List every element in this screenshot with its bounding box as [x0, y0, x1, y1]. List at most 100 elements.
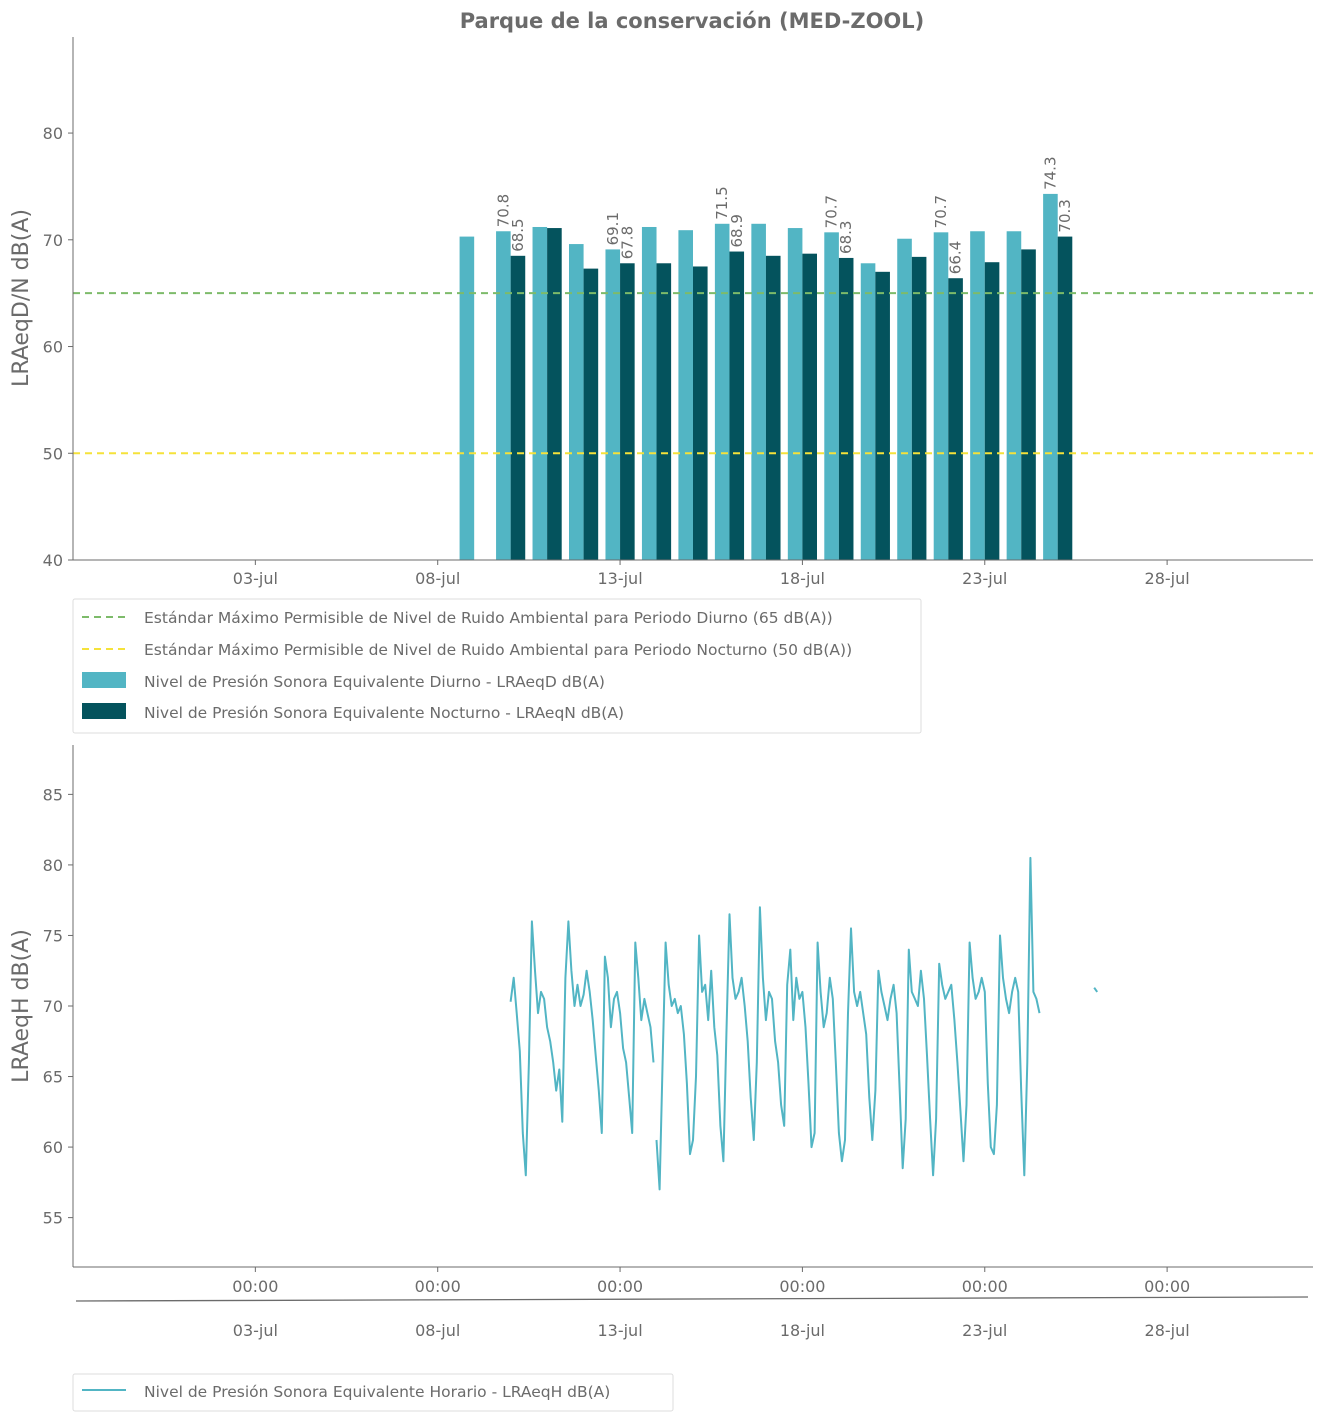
legend-hourly: Nivel de Presión Sonora Equivalente Hora…	[72, 1373, 674, 1412]
legend-swatch-day-level	[82, 672, 126, 688]
bar-day	[824, 232, 839, 560]
bar-day	[860, 263, 876, 560]
x-tick-label-time: 00:00	[415, 1277, 461, 1296]
x-tick-label-date: 23-jul	[962, 1321, 1007, 1340]
legend-label-night-limit: Estándar Máximo Permisible de Nivel de R…	[144, 641, 852, 659]
x-tick-label-date: 03-jul	[233, 1321, 278, 1340]
x-tick-label: 18-jul	[780, 569, 825, 588]
legend-frame	[72, 1373, 674, 1412]
bar-night	[583, 268, 599, 560]
bar-day	[678, 230, 693, 560]
bar-value-label: 70.7	[932, 195, 950, 228]
bar-day	[1006, 231, 1022, 560]
bar-value-label: 70.7	[823, 195, 841, 228]
x-tick-label-date: 18-jul	[780, 1321, 825, 1340]
bar-night	[1021, 249, 1036, 560]
legend-label-day-limit: Estándar Máximo Permisible de Nivel de R…	[144, 609, 833, 627]
legend-daily: Estándar Máximo Permisible de Nivel de R…	[72, 598, 922, 734]
bar-night	[948, 278, 963, 560]
x-tick-label-date: 13-jul	[597, 1321, 642, 1340]
y-axis-ticks: 40 50 60 70 80	[43, 124, 73, 570]
bar-night	[547, 228, 562, 560]
bar-night	[1057, 236, 1073, 560]
bar-night	[656, 263, 672, 560]
legend-label-night-level: Nivel de Presión Sonora Equivalente Noct…	[144, 704, 624, 722]
bar-night	[911, 256, 927, 560]
bar-day	[496, 231, 511, 560]
x-tick-label: 08-jul	[415, 569, 460, 588]
hourly-line-segment	[1093, 987, 1099, 993]
bar-night	[875, 271, 890, 560]
y-tick-label: 75	[43, 926, 63, 945]
bar-value-label: 69.1	[604, 212, 622, 245]
bar-day	[569, 244, 584, 560]
bar-value-label: 68.9	[728, 214, 746, 247]
bar-value-label: 70.3	[1056, 199, 1074, 232]
bar-value-label: 66.4	[947, 241, 965, 274]
bar-value-label: 68.3	[837, 221, 855, 254]
y-tick-label: 80	[43, 856, 63, 875]
y-axis-label: LRAeqH dB(A)	[9, 929, 34, 1083]
x-tick-label-time: 00:00	[597, 1277, 643, 1296]
bar-day	[714, 223, 730, 561]
secondary-x-axis-line	[75, 1296, 1309, 1302]
daily-bar-chart: 70.8 69.1 71.5 70.7 70.7 74.3 68.5 67.8 68.9 68.3…	[9, 37, 1313, 588]
x-tick-label: 13-jul	[597, 569, 642, 588]
y-tick-label: 70	[43, 997, 63, 1016]
bar-day	[933, 232, 949, 560]
bar-day	[787, 228, 803, 560]
x-tick-label-time: 00:00	[779, 1277, 825, 1296]
bar-day	[751, 223, 766, 561]
bar-series-group	[459, 193, 1073, 561]
bar-value-label: 74.3	[1041, 156, 1059, 189]
reference-lines	[73, 292, 1313, 455]
bar-value-labels: 70.8 69.1 71.5 70.7 70.7 74.3 68.5 67.8 68.9 68.3…	[494, 156, 1074, 274]
x-tick-label-time: 00:00	[962, 1277, 1008, 1296]
x-tick-label: 28-jul	[1145, 569, 1190, 588]
legend-swatch-night-level	[82, 703, 126, 719]
y-tick-label: 55	[43, 1209, 63, 1228]
bar-value-label: 68.5	[509, 218, 527, 251]
bar-night	[620, 263, 635, 560]
bar-night	[510, 255, 526, 560]
y-tick-label: 50	[43, 444, 63, 463]
x-axis-ticks: 00:00 03-jul 00:00 08-jul 00:00 13-jul 00:00 18…	[232, 1267, 1190, 1340]
bar-day	[459, 236, 475, 560]
y-tick-label: 80	[43, 124, 63, 143]
y-axis-label: LRAeqD/N dB(A)	[9, 209, 34, 387]
legend-label-day-level: Nivel de Presión Sonora Equivalente Diur…	[144, 673, 605, 691]
y-tick-label: 65	[43, 1068, 63, 1087]
legend-frame	[72, 598, 922, 734]
bar-day	[641, 226, 657, 560]
y-tick-label: 70	[43, 231, 63, 250]
legend-label-hourly-level: Nivel de Presión Sonora Equivalente Hora…	[144, 1383, 610, 1401]
hourly-line-segment	[655, 856, 1041, 1191]
y-axis-ticks: 55 60 65 70 75 80 85	[43, 785, 73, 1228]
y-tick-label: 60	[43, 338, 63, 357]
bar-night	[693, 266, 708, 560]
bar-day	[897, 238, 912, 560]
bar-day	[605, 249, 621, 560]
bar-day	[970, 231, 985, 560]
bar-night	[802, 253, 817, 560]
y-tick-label: 60	[43, 1138, 63, 1157]
bar-value-label: 70.8	[494, 194, 512, 227]
x-tick-label: 23-jul	[962, 569, 1007, 588]
bar-night	[838, 257, 854, 560]
bar-night	[729, 251, 745, 560]
x-tick-label-date: 08-jul	[415, 1321, 460, 1340]
bar-night	[765, 255, 781, 560]
y-tick-label: 40	[43, 551, 63, 570]
x-axis-ticks: 03-jul 08-jul 13-jul 18-jul 23-jul 28-jul	[233, 560, 1190, 588]
bar-day	[1043, 193, 1058, 560]
bar-value-label: 71.5	[713, 186, 731, 219]
bar-value-label: 67.8	[618, 226, 636, 259]
hourly-line-segment	[509, 920, 655, 1177]
y-tick-label: 85	[43, 785, 63, 804]
bar-day	[532, 226, 548, 560]
x-tick-label: 03-jul	[233, 569, 278, 588]
bar-night	[984, 262, 1000, 560]
x-tick-label-time: 00:00	[232, 1277, 278, 1296]
